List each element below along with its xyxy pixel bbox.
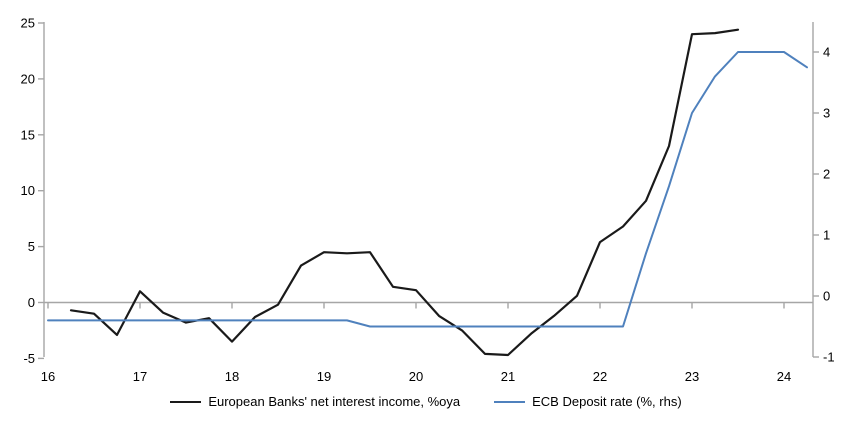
left-axis-tick-label: -5 [23, 351, 35, 366]
legend-item-ecb-deposit-rate: ECB Deposit rate (%, rhs) [494, 394, 682, 409]
right-axis-tick-label: 2 [823, 167, 830, 182]
legend-label-net-interest-income: European Banks' net interest income, %oy… [208, 394, 461, 409]
right-axis-tick-label: 3 [823, 106, 830, 121]
black-line-swatch-icon [170, 400, 202, 403]
x-axis-tick-label: 20 [409, 369, 423, 384]
legend-item-net-interest-income: European Banks' net interest income, %oy… [170, 394, 460, 409]
x-axis-tick-label: 23 [685, 369, 699, 384]
blue-line-swatch-icon [494, 400, 526, 403]
x-axis-tick-label: 21 [501, 369, 515, 384]
left-axis-tick-label: 5 [28, 239, 35, 254]
legend-label-ecb-deposit-rate: ECB Deposit rate (%, rhs) [532, 394, 682, 409]
left-axis-tick-label: 20 [21, 71, 35, 86]
series-line-1 [47, 51, 808, 328]
series-line-0 [69, 28, 740, 357]
right-axis-tick-label: 4 [823, 45, 830, 60]
left-axis-tick-label: 25 [21, 16, 35, 31]
x-axis-tick-label: 18 [225, 369, 239, 384]
left-axis-tick-label: 15 [21, 127, 35, 142]
chart-legend: European Banks' net interest income, %oy… [0, 394, 852, 409]
x-axis-tick-label: 24 [777, 369, 791, 384]
x-axis-tick-label: 16 [41, 369, 55, 384]
x-axis-tick-label: 22 [593, 369, 607, 384]
x-axis-tick-label: 19 [317, 369, 331, 384]
right-axis-tick-label: 1 [823, 228, 830, 243]
left-axis-tick-label: 10 [21, 183, 35, 198]
right-axis-tick-label: 0 [823, 289, 830, 304]
right-axis-tick-label: -1 [823, 350, 835, 365]
left-axis-tick-label: 0 [28, 295, 35, 310]
x-axis-tick-label: 17 [133, 369, 147, 384]
